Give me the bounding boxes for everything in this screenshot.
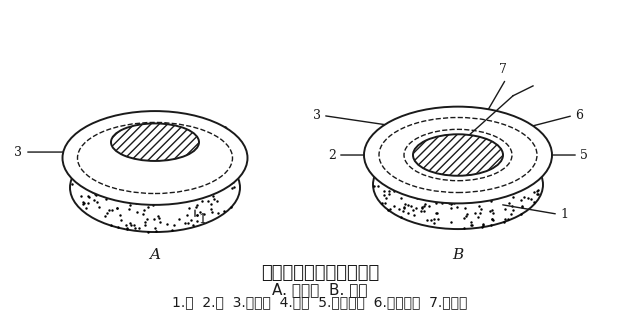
Text: 3: 3 (14, 146, 22, 158)
Ellipse shape (77, 122, 232, 193)
Ellipse shape (404, 129, 512, 181)
Ellipse shape (379, 117, 537, 193)
Ellipse shape (63, 111, 248, 205)
Ellipse shape (364, 107, 552, 203)
Text: 1: 1 (198, 213, 206, 226)
Text: 黏液囊和腱鞘构造模式图: 黏液囊和腱鞘构造模式图 (261, 264, 379, 282)
Text: 1.骨  2.腱  3.纤维膜  4.滑膜  5.滑膜壁层  6.滑膜腱层  7.腱系膜: 1.骨 2.腱 3.纤维膜 4.滑膜 5.滑膜壁层 6.滑膜腱层 7.腱系膜 (172, 295, 468, 309)
Text: A. 黏液囊  B. 腱鞘: A. 黏液囊 B. 腱鞘 (272, 282, 368, 297)
Ellipse shape (70, 143, 240, 232)
Text: 1: 1 (560, 208, 568, 221)
Text: 5: 5 (580, 148, 588, 162)
Text: 6: 6 (575, 109, 583, 122)
Ellipse shape (413, 134, 503, 176)
Ellipse shape (111, 123, 199, 161)
Text: 7: 7 (499, 63, 507, 76)
Text: 3: 3 (313, 109, 321, 122)
Text: B: B (452, 248, 463, 262)
Text: A: A (150, 248, 161, 262)
Text: 4: 4 (220, 148, 228, 161)
Text: 2: 2 (220, 126, 228, 139)
Ellipse shape (373, 140, 543, 229)
Text: 2: 2 (328, 148, 336, 162)
